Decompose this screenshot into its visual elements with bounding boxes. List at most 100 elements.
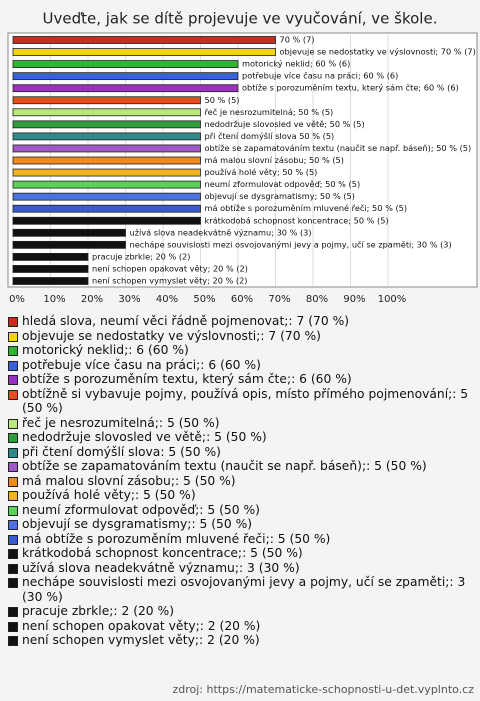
- chart-title: Uveďte, jak se dítě projevuje ve vyučová…: [43, 10, 438, 28]
- legend-swatch: [8, 317, 18, 327]
- data-label: objevuje se nedostatky ve výslovnosti; 7…: [280, 47, 476, 57]
- bar: [12, 277, 89, 285]
- data-label: motorický neklid; 60 % (6): [242, 59, 350, 69]
- bar: [12, 156, 201, 165]
- legend-swatch: [8, 331, 18, 342]
- data-label: nechápe souvislosti mezi osvojovanými je…: [130, 239, 452, 249]
- x-tick-label: 100%: [378, 294, 407, 305]
- legend-swatch: [8, 476, 18, 487]
- legend-item: obtížně si vybavuje pojmy, používá opis,…: [6, 387, 472, 416]
- legend: hledá slova, neumí věci řádně pojmenovat…: [6, 314, 472, 648]
- data-label: není schopen opakovat věty; 20 % (2): [92, 263, 248, 273]
- legend-item: nedodržuje slovosled ve větě;: 5 (50 %): [6, 430, 472, 445]
- bar: [12, 96, 201, 105]
- data-label: obtíže se zapamatováním textu (naučit se…: [205, 143, 472, 153]
- legend-swatch: [8, 389, 18, 400]
- legend-item: krátkodobá schopnost koncentrace;: 5 (50…: [6, 546, 472, 561]
- source: zdroj: https://matematicke-schopnosti-u-…: [172, 683, 474, 696]
- legend-swatch: [8, 549, 18, 559]
- legend-swatch: [8, 418, 18, 429]
- x-tick-label: 10%: [43, 294, 65, 305]
- legend-label: užívá slova neadekvátně významu;: 3 (30 …: [22, 560, 300, 575]
- legend-item: užívá slova neadekvátně významu;: 3 (30 …: [6, 561, 472, 576]
- legend-label: má obtíže s porozuměním mluvené řeči;: 5…: [22, 531, 331, 546]
- legend-label: obtíže s porozuměním textu, který sám čt…: [22, 372, 352, 386]
- legend-item: není schopen opakovat věty;: 2 (20 %): [6, 619, 472, 634]
- data-label: krátkodobá schopnost koncentrace; 50 % (…: [205, 215, 389, 225]
- data-label: 70 % (7): [280, 35, 315, 45]
- legend-label: obtíže se zapamatováním textu (naučit se…: [22, 459, 427, 473]
- legend-swatch: [8, 375, 18, 385]
- bar: [12, 180, 201, 189]
- legend-swatch: [8, 491, 18, 501]
- legend-label: obtížně si vybavuje pojmy, používá opis,…: [22, 386, 469, 416]
- legend-item: objevují se dysgramatismy;: 5 (50 %): [6, 517, 472, 532]
- legend-swatch: [8, 607, 18, 617]
- x-tick-label: 40%: [156, 294, 178, 305]
- legend-item: má obtíže s porozuměním mluvené řeči;: 5…: [6, 532, 472, 547]
- x-tick-label: 20%: [81, 294, 103, 305]
- legend-item: hledá slova, neumí věci řádně pojmenovat…: [6, 314, 472, 329]
- legend-item: pracuje zbrkle;: 2 (20 %): [6, 604, 472, 619]
- legend-label: není schopen vymyslet věty;: 2 (20 %): [22, 633, 260, 647]
- legend-label: objevuje se nedostatky ve výslovnosti;: …: [22, 328, 321, 343]
- legend-label: používá holé věty;: 5 (50 %): [22, 488, 196, 502]
- bar: [12, 168, 201, 177]
- legend-swatch: [8, 621, 18, 632]
- legend-swatch: [8, 346, 18, 356]
- bar: [12, 48, 276, 56]
- legend-label: krátkodobá schopnost koncentrace;: 5 (50…: [22, 546, 303, 560]
- x-tick-label: 30%: [118, 294, 140, 305]
- legend-swatch: [8, 505, 18, 516]
- data-label: neumí zformulovat odpověď; 50 % (5): [205, 179, 361, 189]
- legend-label: hledá slova, neumí věci řádně pojmenovat…: [22, 314, 350, 328]
- legend-label: řeč je nesrozumitelná;: 5 (50 %): [22, 415, 220, 430]
- legend-item: potřebuje více času na práci;: 6 (60 %): [6, 358, 472, 373]
- legend-label: neumí zformulovat odpověď;: 5 (50 %): [22, 502, 260, 517]
- legend-label: pracuje zbrkle;: 2 (20 %): [22, 604, 175, 618]
- legend-swatch: [8, 563, 18, 574]
- data-label: nedodržuje slovosled ve větě; 50 % (5): [205, 119, 365, 129]
- bar: [12, 60, 239, 68]
- x-tick-label: 90%: [343, 294, 365, 305]
- bar: [12, 144, 201, 153]
- legend-swatch: [8, 534, 18, 545]
- data-label: má obtíže s porozuměním mluvené řeči; 50…: [205, 203, 408, 213]
- legend-item: motorický neklid;: 6 (60 %): [6, 343, 472, 358]
- legend-swatch: [8, 433, 18, 443]
- bar: [12, 72, 239, 81]
- bar: [12, 216, 201, 225]
- data-label: užívá slova neadekvátně významu; 30 % (3…: [130, 227, 312, 237]
- legend-item: obtíže s porozuměním textu, který sám čt…: [6, 372, 472, 387]
- bar: [12, 204, 201, 213]
- legend-item: objevuje se nedostatky ve výslovnosti;: …: [6, 329, 472, 344]
- legend-item: používá holé věty;: 5 (50 %): [6, 488, 472, 503]
- chart: Uveďte, jak se dítě projevuje ve vyučová…: [7, 10, 478, 305]
- x-tick-label: 0%: [9, 294, 25, 305]
- bar: [12, 192, 201, 201]
- data-label: objevují se dysgramatismy; 50 % (5): [205, 191, 355, 201]
- x-tick-label: 50%: [193, 294, 215, 305]
- data-label: používá holé věty; 50 % (5): [205, 167, 318, 177]
- bar: [12, 120, 201, 129]
- legend-item: nechápe souvislosti mezi osvojovanými je…: [6, 575, 472, 604]
- bar: [12, 84, 239, 93]
- data-label: pracuje zbrkle; 20 % (2): [92, 251, 190, 261]
- legend-label: motorický neklid;: 6 (60 %): [22, 343, 189, 357]
- data-label: 50 % (5): [205, 95, 240, 105]
- x-tick-label: 70%: [268, 294, 290, 305]
- data-label: má malou slovní zásobu; 50 % (5): [205, 155, 344, 165]
- legend-label: nedodržuje slovosled ve větě;: 5 (50 %): [22, 430, 267, 444]
- bar: [12, 265, 89, 273]
- legend-item: při čtení domýšlí slova: 5 (50 %): [6, 445, 472, 460]
- data-label: při čtení domýšlí slova 50 % (5): [205, 131, 335, 141]
- legend-item: neumí zformulovat odpověď;: 5 (50 %): [6, 503, 472, 518]
- bar: [12, 240, 126, 249]
- bar: [12, 252, 89, 261]
- bar: [12, 228, 126, 237]
- data-label: obtíže s porozuměním textu, který sám čt…: [242, 83, 459, 93]
- x-tick-label: 60%: [231, 294, 253, 305]
- legend-item: řeč je nesrozumitelná;: 5 (50 %): [6, 416, 472, 431]
- bar: [12, 108, 201, 117]
- legend-label: potřebuje více času na práci;: 6 (60 %): [22, 357, 261, 372]
